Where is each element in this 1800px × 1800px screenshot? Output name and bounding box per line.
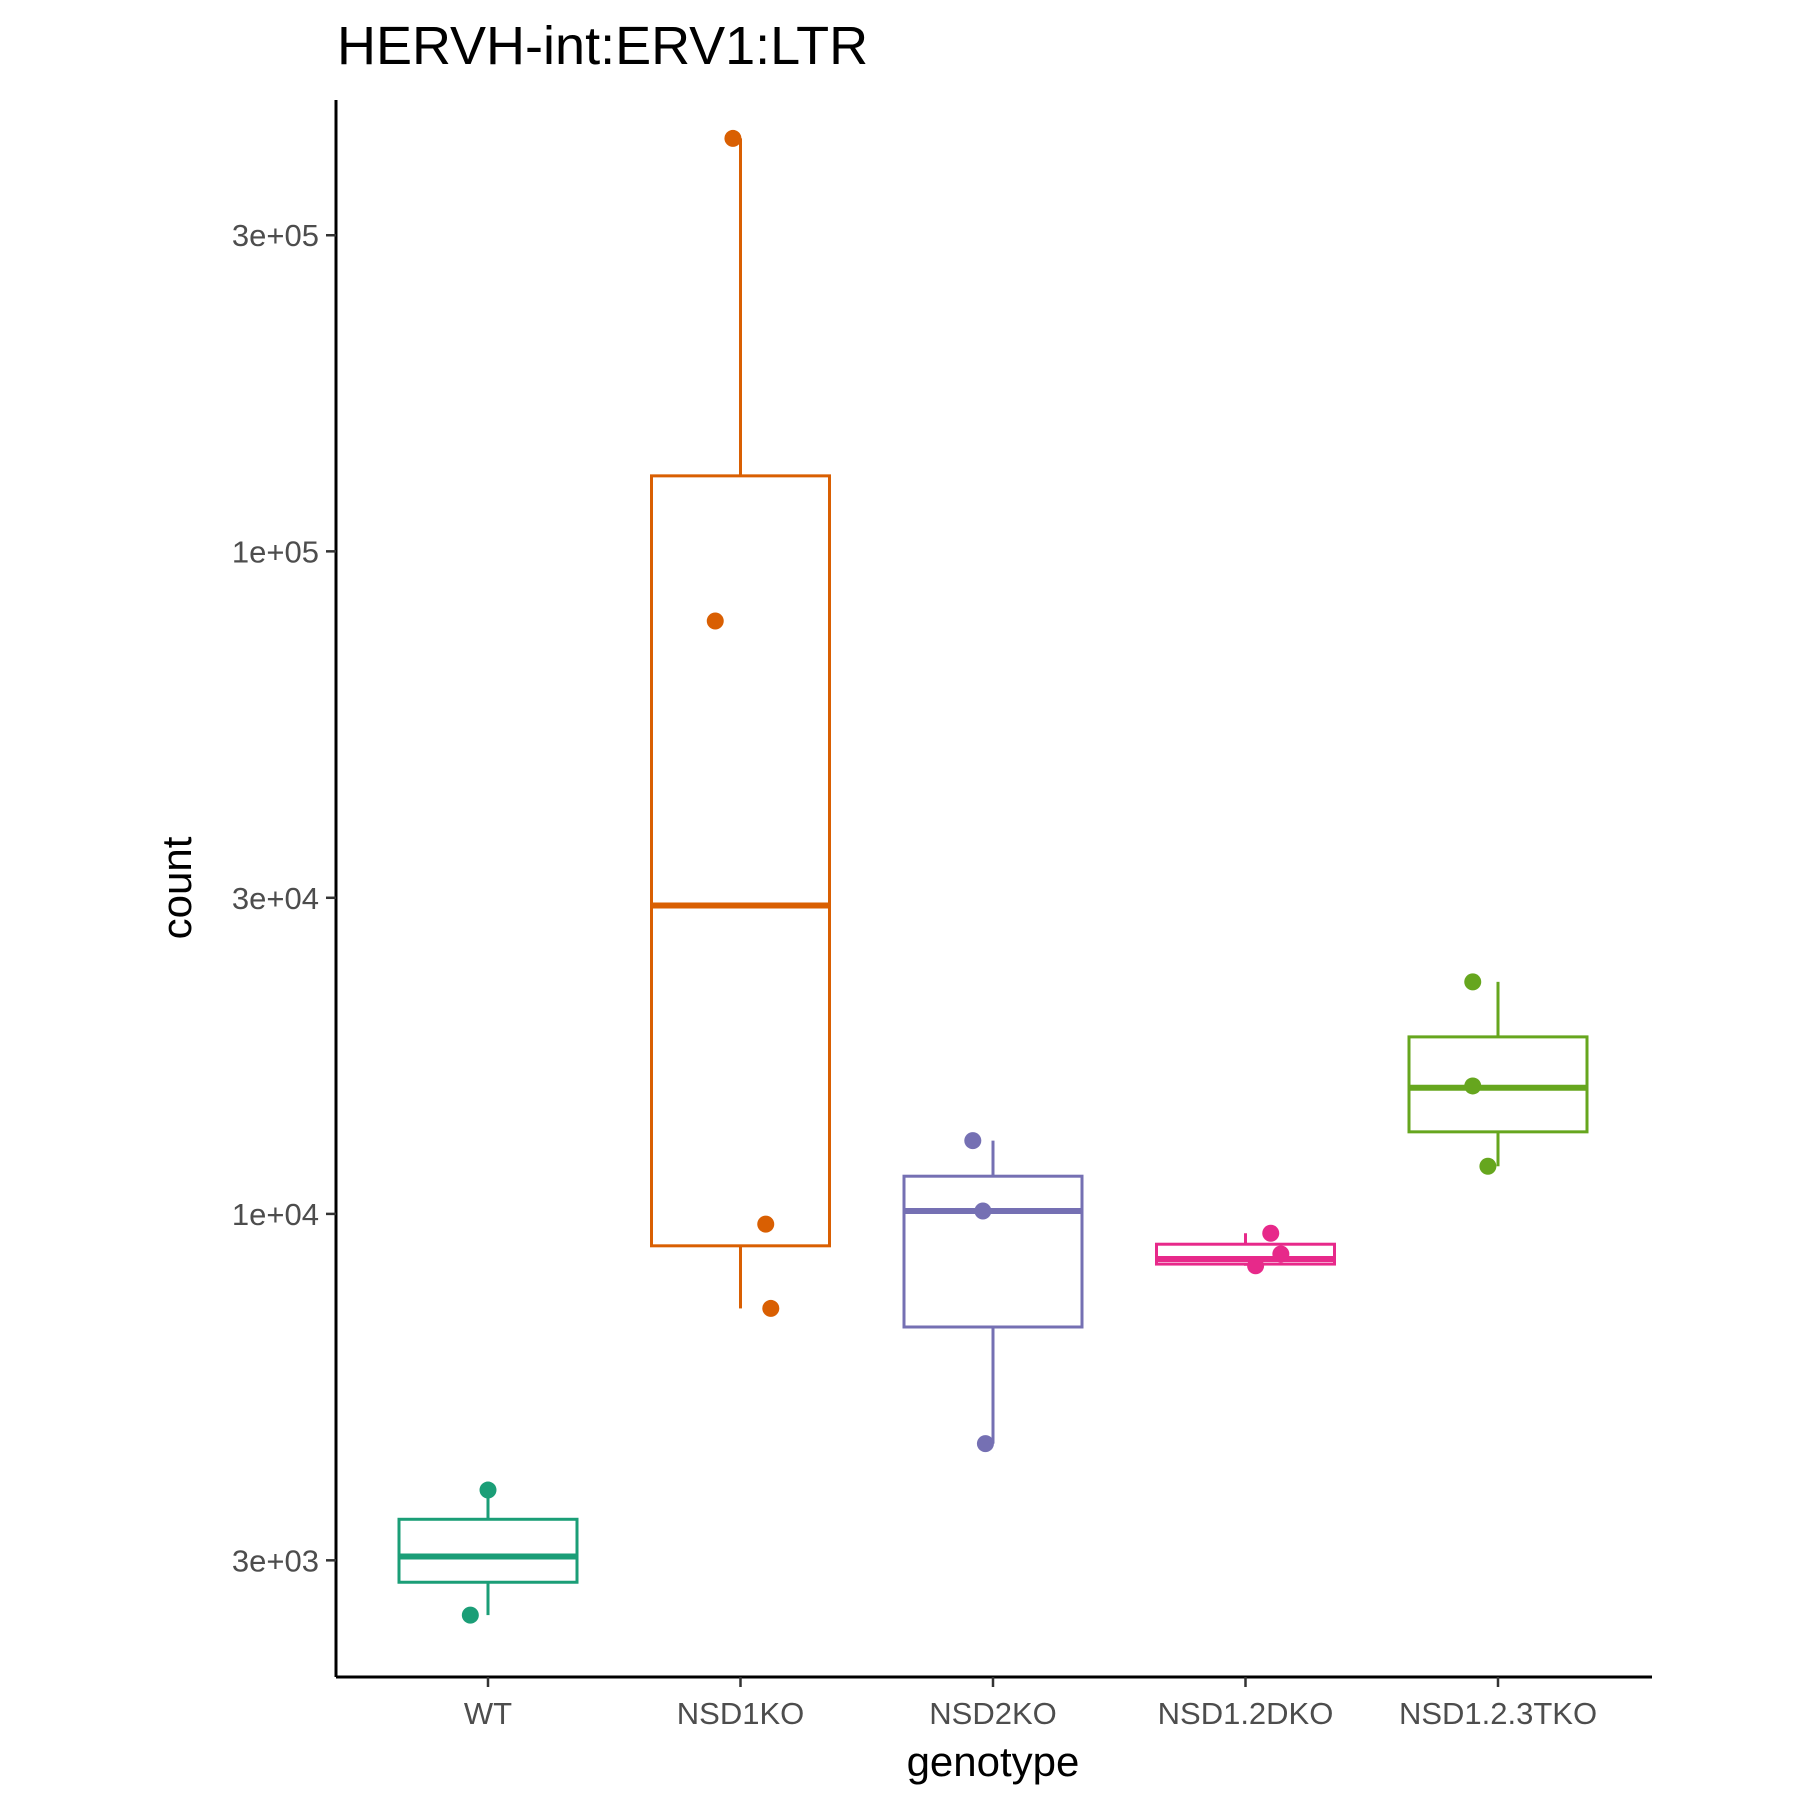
data-point xyxy=(964,1132,982,1150)
data-point xyxy=(974,1202,992,1220)
box xyxy=(397,1517,579,1584)
box xyxy=(1407,1035,1589,1134)
y-tick-label: 3e+04 xyxy=(232,881,319,916)
data-point xyxy=(724,129,742,147)
data-point xyxy=(1464,973,1482,991)
x-axis-title: genotype xyxy=(907,1738,1080,1785)
box xyxy=(902,1174,1084,1329)
data-point xyxy=(1479,1157,1497,1175)
y-tick-label: 3e+03 xyxy=(232,1543,319,1578)
x-tick-label: NSD1.2.3TKO xyxy=(1399,1696,1597,1731)
data-point xyxy=(976,1435,994,1453)
data-point xyxy=(1272,1245,1290,1263)
y-tick-label: 1e+04 xyxy=(232,1197,319,1232)
data-point xyxy=(1464,1077,1482,1095)
box xyxy=(650,474,831,1248)
x-tick-label: WT xyxy=(464,1696,512,1731)
x-tick-label: NSD2KO xyxy=(929,1696,1056,1731)
x-tick-label: NSD1.2DKO xyxy=(1158,1696,1334,1731)
data-point xyxy=(1262,1224,1280,1242)
data-point xyxy=(757,1215,775,1233)
data-point xyxy=(706,612,724,630)
plot-area: 3e+03 1e+04 3e+04 1e+05 3e+05 WT NSD1KO NSD2KO N… xyxy=(232,100,1652,1731)
data-point xyxy=(762,1299,780,1317)
y-tick-label: 1e+05 xyxy=(232,534,319,569)
data-point xyxy=(461,1606,479,1624)
x-tick-label: NSD1KO xyxy=(677,1696,804,1731)
data-point xyxy=(1247,1257,1265,1275)
y-axis-title: count xyxy=(153,836,200,939)
y-tick-label: 3e+05 xyxy=(232,218,319,253)
data-point xyxy=(479,1481,497,1499)
chart-title: HERVH-int:ERV1:LTR xyxy=(337,16,868,76)
